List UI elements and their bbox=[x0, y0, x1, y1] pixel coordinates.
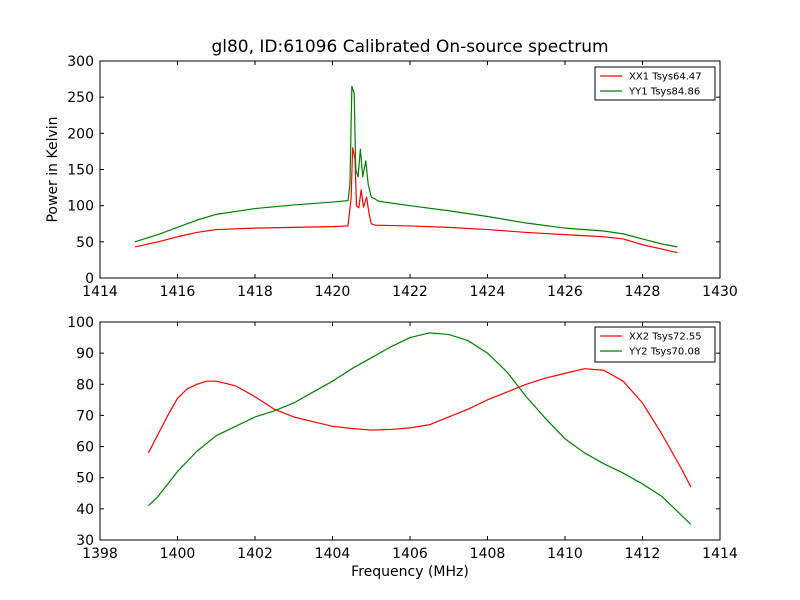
x-tick-label: 1426 bbox=[547, 284, 583, 300]
series-line-1 bbox=[147, 368, 692, 488]
y-tick-label: 50 bbox=[76, 471, 94, 487]
series-line-2 bbox=[134, 85, 678, 248]
y-tick-label: 200 bbox=[67, 126, 94, 142]
bottom-plot: 1398 1400 1402 1404 1406 1408 1410 1412 1414 30 40… bbox=[67, 315, 738, 580]
legend-box bbox=[594, 66, 716, 101]
x-tick-label: 1404 bbox=[315, 546, 351, 562]
x-tick-label: 1418 bbox=[237, 284, 273, 300]
y-tick-label: 90 bbox=[76, 346, 94, 362]
x-tick-label: 1408 bbox=[470, 546, 506, 562]
legend-entry: XX1 Tsys64.47 bbox=[629, 72, 702, 83]
y-tick-label: 250 bbox=[67, 90, 94, 106]
y-tick-label: 40 bbox=[76, 502, 94, 518]
y-tick-label: 50 bbox=[76, 235, 94, 251]
x-tick-label: 1414 bbox=[82, 284, 118, 300]
x-tick-label: 1402 bbox=[237, 546, 273, 562]
series-line-2 bbox=[148, 332, 692, 525]
legend-entry: YY1 Tsys84.86 bbox=[628, 87, 700, 98]
x-tick-label: 1414 bbox=[702, 546, 738, 562]
top-plot: 1414 1416 1418 1420 1422 1424 1426 1428 1430 0 50 1… bbox=[45, 54, 738, 300]
y-tick-label: 300 bbox=[67, 54, 94, 70]
x-tick-label: 1410 bbox=[547, 546, 583, 562]
y-tick-label: 30 bbox=[76, 533, 94, 549]
y-tick-label: 80 bbox=[76, 377, 94, 393]
legend-box bbox=[594, 326, 716, 363]
x-tick-label: 1424 bbox=[470, 284, 506, 300]
y-tick-label: 100 bbox=[67, 199, 94, 215]
chart-title: gl80, ID:61096 Calibrated On-source spec… bbox=[211, 37, 608, 57]
x-tick-label: 1412 bbox=[625, 546, 661, 562]
x-axis-label: Frequency (MHz) bbox=[351, 564, 469, 580]
legend-entry: YY2 Tsys70.08 bbox=[628, 347, 700, 358]
x-tick-label: 1422 bbox=[392, 284, 428, 300]
series-line-1 bbox=[134, 147, 678, 254]
x-tick-label: 1406 bbox=[392, 546, 428, 562]
y-tick-label: 150 bbox=[67, 163, 94, 179]
x-tick-label: 1420 bbox=[315, 284, 351, 300]
x-tick-label: 1416 bbox=[160, 284, 196, 300]
y-axis-label: Power in Kelvin bbox=[45, 116, 61, 222]
x-tick-label: 1400 bbox=[160, 546, 196, 562]
y-tick-label: 70 bbox=[76, 408, 94, 424]
y-tick-label: 100 bbox=[67, 315, 94, 331]
y-tick-label: 60 bbox=[76, 440, 94, 456]
x-tick-label: 1398 bbox=[82, 546, 118, 562]
y-tick-label: 0 bbox=[85, 271, 94, 287]
x-tick-label: 1430 bbox=[702, 284, 738, 300]
legend-entry: XX2 Tsys72.55 bbox=[629, 332, 702, 343]
x-tick-label: 1428 bbox=[625, 284, 661, 300]
